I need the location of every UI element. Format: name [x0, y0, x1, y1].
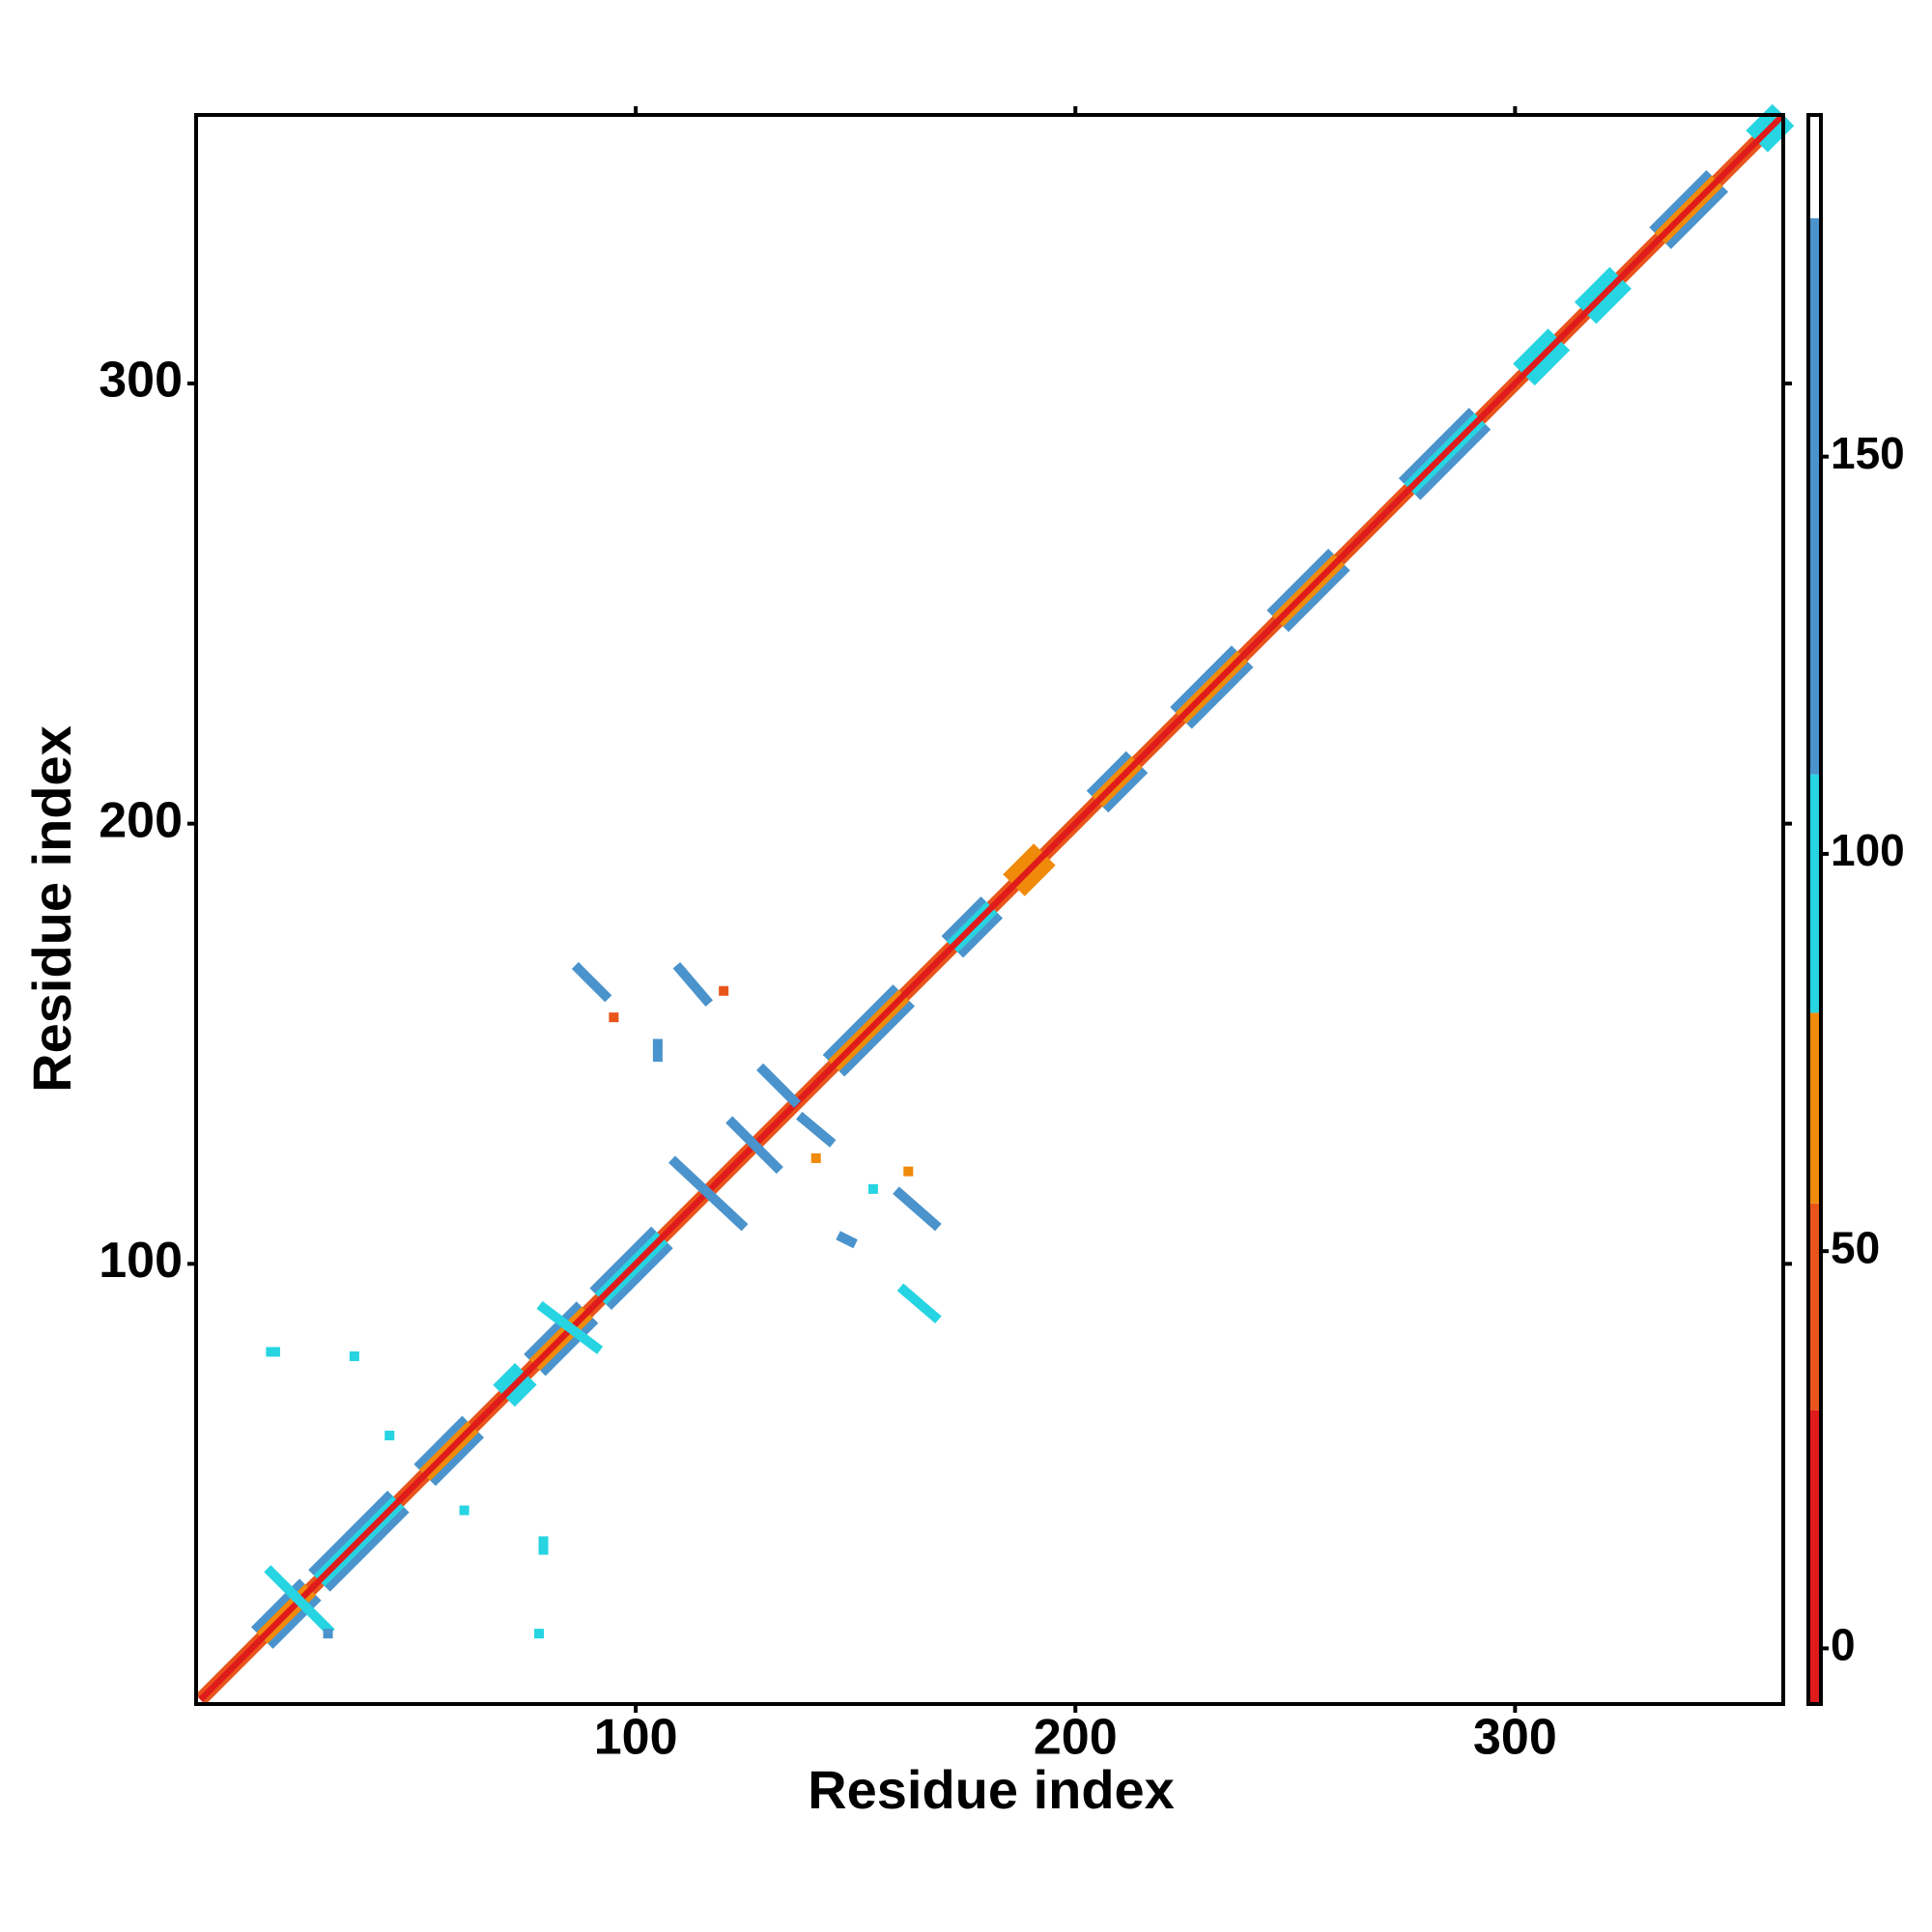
- contacts: [893, 1186, 942, 1232]
- contacts: [571, 961, 612, 1003]
- contacts: [672, 961, 714, 1007]
- plot-frame: [194, 113, 1785, 1706]
- colorbar-segment: [1808, 1012, 1821, 1204]
- colorbar-tick-label: 150: [1831, 428, 1905, 478]
- y-tick-label: 200: [99, 792, 183, 848]
- colorbar-tick-label: 100: [1831, 825, 1905, 875]
- x-axis-title: Residue index: [808, 1759, 1175, 1820]
- colorbar-segment: [1808, 115, 1821, 218]
- x-tick-label: 200: [1034, 1710, 1118, 1766]
- contacts: [536, 1300, 604, 1354]
- colorbar-segment: [1808, 1203, 1821, 1410]
- contacts: [836, 1231, 858, 1249]
- colorbar-frame: [1806, 113, 1823, 1706]
- contacts: [668, 1155, 749, 1232]
- x-tick-label: 100: [594, 1710, 678, 1766]
- colorbar-segment: [1808, 774, 1821, 1013]
- colorbar-tick-label: 0: [1831, 1620, 1856, 1670]
- y-tick-label: 100: [99, 1233, 183, 1289]
- contacts: [796, 1111, 837, 1148]
- contacts: [264, 1565, 335, 1636]
- diagonal: [198, 112, 1786, 1702]
- colorbar-tick-label: 50: [1831, 1222, 1880, 1272]
- contacts: [896, 1283, 942, 1324]
- y-axis-title: Residue index: [21, 725, 82, 1093]
- y-tick-label: 300: [99, 353, 183, 409]
- x-tick-label: 300: [1473, 1710, 1557, 1766]
- contacts: [725, 1116, 783, 1175]
- contacts: [756, 1063, 802, 1108]
- colorbar-segment: [1808, 217, 1821, 775]
- colorbar-segment: [1808, 1409, 1821, 1704]
